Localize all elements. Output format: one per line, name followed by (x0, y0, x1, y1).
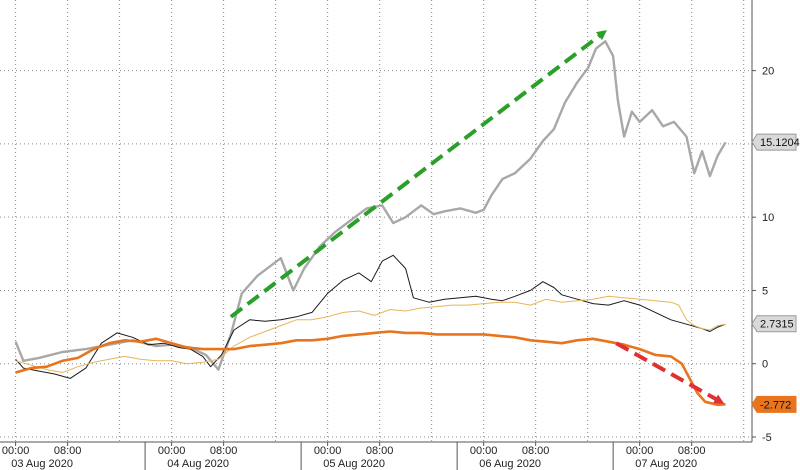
series-line-4 (15, 330, 726, 407)
x-date-label: 04 Aug 2020 (167, 458, 229, 470)
x-tick-label: 00:00 (314, 445, 342, 457)
last-value-text: 2.7315 (760, 319, 794, 331)
last-value-box (751, 133, 797, 151)
x-date-label: 03 Aug 2020 (11, 458, 73, 470)
x-tick-label: 08:00 (54, 445, 82, 457)
last-value-tag: -2.772 (751, 395, 797, 413)
y-tick-label: 20 (762, 66, 774, 78)
x-date-label: 06 Aug 2020 (479, 458, 541, 470)
x-tick-label: 00:00 (2, 445, 30, 457)
series-line-1 (14, 40, 727, 371)
last-value-box (751, 395, 797, 413)
y-tick-label: 0 (762, 359, 768, 371)
last-value-tag: 15.1204 (751, 133, 800, 151)
last-value-box (751, 315, 797, 333)
x-date-label: 05 Aug 2020 (323, 458, 385, 470)
x-tick-label: 08:00 (366, 445, 394, 457)
series-line-3 (15, 295, 726, 373)
last-value-text: -2.772 (760, 399, 791, 411)
series-lines (14, 40, 727, 407)
red-trend-arrow (615, 341, 725, 404)
series-line-2 (15, 254, 726, 379)
x-tick-label: 00:00 (470, 445, 498, 457)
grid (0, 0, 752, 442)
y-tick-label: -5 (762, 432, 772, 444)
x-tick-label: 08:00 (678, 445, 706, 457)
y-tick-label: 10 (762, 212, 774, 224)
green-trend-arrow (229, 30, 607, 319)
x-tick-label: 08:00 (210, 445, 238, 457)
x-tick-label: 00:00 (158, 445, 186, 457)
last-value-labels: 15.1204 2.7315 -2.772 (751, 133, 800, 413)
last-value-tag: 2.7315 (751, 315, 797, 333)
x-tick-label: 08:00 (522, 445, 550, 457)
x-tick-label: 00:00 (626, 445, 654, 457)
trend-arrows (229, 30, 725, 404)
last-value-text: 15.1204 (760, 137, 800, 149)
x-date-label: 07 Aug 2020 (635, 458, 697, 470)
y-tick-label: 5 (762, 285, 768, 297)
